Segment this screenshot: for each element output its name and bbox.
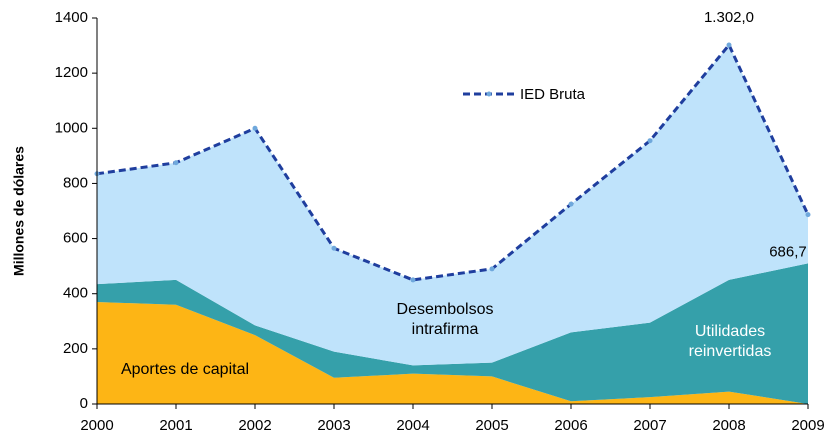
x-tick-label: 2005 <box>475 417 508 434</box>
x-tick-label: 2000 <box>80 417 113 434</box>
value-label: 686,7 <box>769 244 807 261</box>
x-tick-label: 2003 <box>317 417 350 434</box>
area <box>97 301 808 404</box>
y-tick-label: 200 <box>63 340 88 357</box>
area <box>97 263 808 404</box>
point <box>726 42 732 48</box>
point <box>647 138 653 144</box>
x-tick-label: 2004 <box>396 417 429 434</box>
area-label: Aportes de capital <box>120 361 250 378</box>
point <box>489 266 495 272</box>
point <box>173 160 179 166</box>
point <box>410 277 416 283</box>
x-tick-label: 2007 <box>633 417 666 434</box>
y-tick-label: 0 <box>80 395 88 412</box>
value-label: 1.302,0 <box>704 9 754 26</box>
y-axis-label: Millones de dólares <box>11 146 27 276</box>
y-tick-label: 800 <box>63 174 88 191</box>
legend-swatch <box>486 91 492 97</box>
x-tick-label: 2001 <box>159 417 192 434</box>
legend-label: IED Bruta <box>520 86 586 103</box>
y-tick-label: 1400 <box>55 9 88 26</box>
point <box>568 201 574 207</box>
area-label: Desembolsos intrafirma <box>396 301 494 338</box>
point <box>252 125 258 131</box>
y-tick-label: 400 <box>63 285 88 302</box>
area <box>97 45 808 366</box>
y-tick-label: 600 <box>63 230 88 247</box>
line <box>96 42 810 282</box>
area-label: Utilidades reinvertidas <box>688 323 772 360</box>
point <box>805 212 811 218</box>
x-tick-label: 2008 <box>712 417 745 434</box>
x-tick-label: 2009 <box>791 417 824 434</box>
y-tick-label: 1000 <box>55 119 88 136</box>
x-tick-label: 2006 <box>554 417 587 434</box>
point <box>331 245 337 251</box>
y-tick-label: 1200 <box>55 64 88 81</box>
x-tick-label: 2002 <box>238 417 271 434</box>
